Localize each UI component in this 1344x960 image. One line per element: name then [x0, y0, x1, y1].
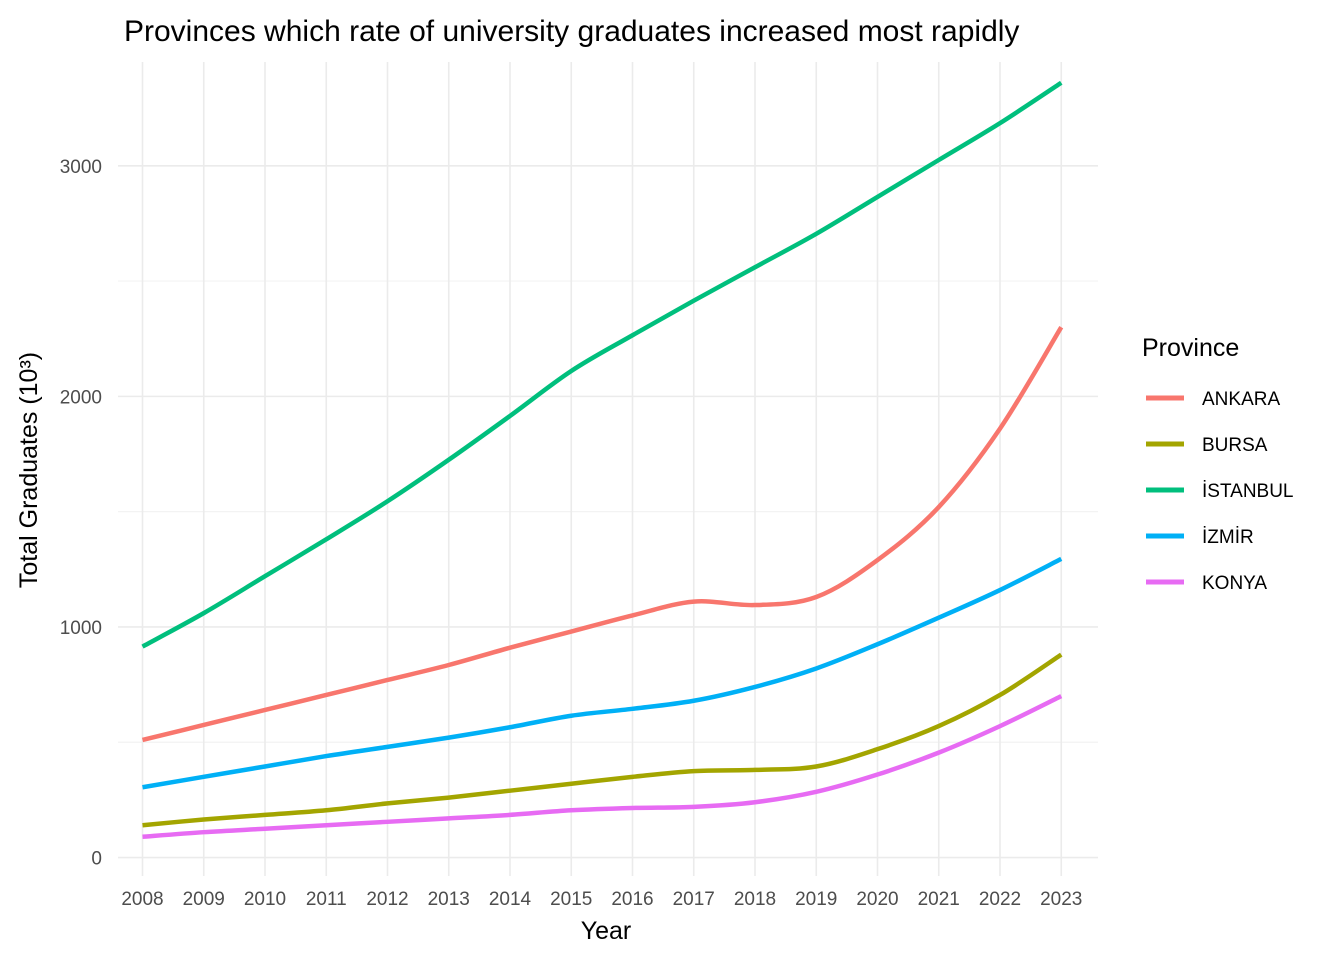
- y-tick-label: 2000: [60, 387, 102, 408]
- series-line-ankara: [141, 326, 1064, 743]
- x-tick-label: 2018: [734, 889, 776, 910]
- x-tick-label: 2014: [489, 889, 532, 910]
- series-line-i̇stanbul: [141, 80, 1063, 649]
- x-tick-label: 2017: [673, 889, 715, 910]
- x-tick-label: 2010: [244, 889, 286, 910]
- x-tick-label: 2011: [306, 889, 347, 910]
- x-tick-label: 2012: [366, 889, 408, 910]
- y-tick-label: 1000: [60, 618, 102, 639]
- chart-title: Provinces which rate of university gradu…: [124, 15, 1019, 48]
- x-tick-label: 2008: [121, 889, 163, 910]
- y-tick-label: 0: [91, 849, 102, 870]
- series-lines: [141, 80, 1064, 840]
- legend-label: KONYA: [1202, 573, 1267, 594]
- series-line-konya: [142, 694, 1063, 840]
- x-tick-label: 2020: [856, 889, 898, 910]
- x-axis-title: Year: [581, 917, 632, 945]
- x-tick-label: 2016: [611, 889, 653, 910]
- y-tick-label: 3000: [60, 157, 102, 178]
- legend: Province ANKARA BURSA İSTANBUL İZMİR KONYA: [1142, 334, 1294, 594]
- legend-label: İSTANBUL: [1202, 481, 1294, 502]
- x-tick-label: 2009: [183, 889, 225, 910]
- x-tick-label: 2019: [795, 889, 837, 910]
- x-tick-label: 2013: [428, 889, 470, 910]
- x-axis-ticks: 2008 2009 2010 2011 2012 2013 2014 2015 2016 2017…: [121, 889, 1082, 910]
- legend-label: ANKARA: [1202, 389, 1280, 410]
- x-tick-label: 2022: [979, 889, 1021, 910]
- x-tick-label: 2023: [1040, 889, 1082, 910]
- legend-label: İZMİR: [1202, 527, 1254, 548]
- x-tick-label: 2015: [550, 889, 592, 910]
- y-axis-ticks: 0 1000 2000 3000: [60, 157, 102, 870]
- y-axis-title: Total Graduates (10³): [15, 352, 43, 588]
- series-line-bursa: [142, 652, 1063, 828]
- legend-title: Province: [1142, 334, 1239, 362]
- grid: [118, 62, 1098, 876]
- x-tick-label: 2021: [918, 889, 960, 910]
- legend-label: BURSA: [1202, 435, 1268, 456]
- series-line-i̇zmi̇r: [142, 556, 1063, 790]
